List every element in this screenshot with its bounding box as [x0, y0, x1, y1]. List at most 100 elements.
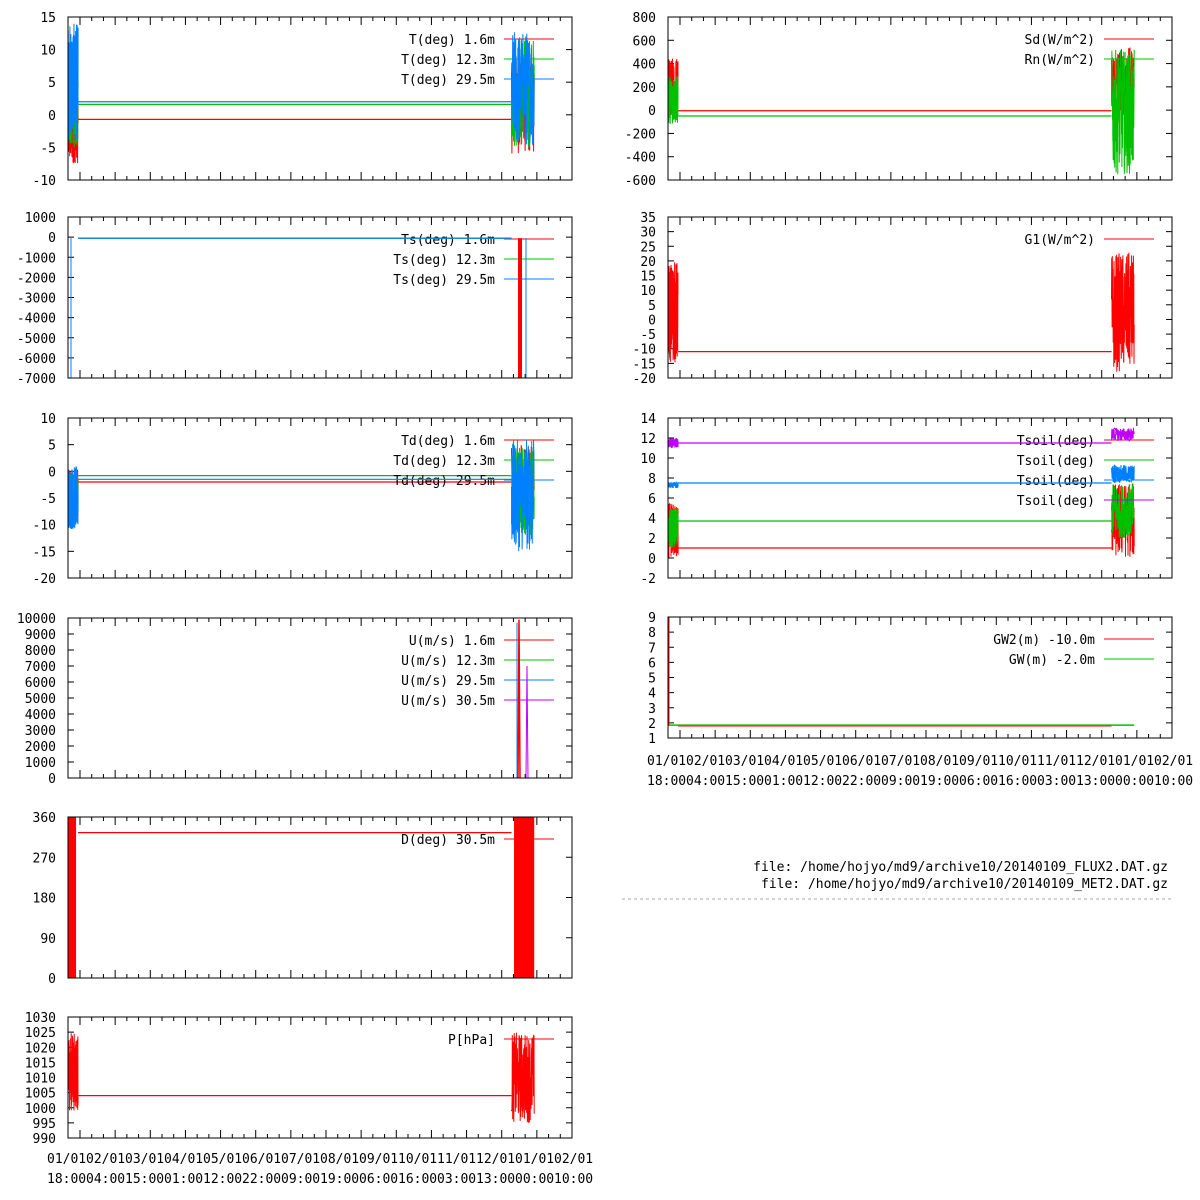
- x-tick-label-date: 11/01: [1037, 754, 1076, 769]
- y-tick-label: 7: [648, 641, 656, 656]
- y-tick-label: -2000: [17, 271, 56, 286]
- x-tick-label-date: 08/01: [320, 1152, 359, 1167]
- series-burst: [667, 262, 679, 363]
- y-tick-label: 9: [648, 611, 656, 626]
- x-tick-label-date: 02/01: [1154, 754, 1193, 769]
- plot-frame: [67, 417, 573, 579]
- y-tick-label: 5: [48, 439, 56, 454]
- y-tick-label: 2000: [25, 740, 56, 755]
- y-tick-label: 270: [33, 851, 56, 866]
- y-tick-label: 0: [48, 772, 56, 787]
- x-tick-label-date: 05/01: [803, 754, 842, 769]
- y-tick-label: -4000: [17, 312, 56, 327]
- legend-label: Td(deg) 12.3m: [393, 454, 495, 469]
- y-tick-label: 180: [33, 892, 56, 907]
- y-tick-label: -6000: [17, 352, 56, 367]
- x-tick-label-time: 00:00: [1115, 774, 1154, 789]
- x-tick-label-time: 00:00: [515, 1172, 554, 1187]
- y-tick-label: 1000: [25, 1102, 56, 1117]
- series-burst: [667, 507, 679, 548]
- legend-label: U(m/s) 30.5m: [401, 694, 495, 709]
- x-tick-label-date: 04/01: [164, 1152, 203, 1167]
- legend-label: U(m/s) 1.6m: [409, 634, 495, 649]
- legend-label: D(deg) 30.5m: [401, 833, 495, 848]
- plot-frame: [67, 816, 573, 979]
- legend-label: Ts(deg) 1.6m: [401, 233, 495, 248]
- y-tick-label: 3: [648, 702, 656, 717]
- y-tick-label: -15: [33, 545, 56, 560]
- y-tick-label: 14: [640, 412, 656, 427]
- series-burst: [1111, 465, 1135, 484]
- y-tick-label: 1030: [25, 1011, 56, 1026]
- x-tick-label-time: 13:00: [476, 1172, 515, 1187]
- series-trend: [1113, 464, 1131, 483]
- y-tick-label: 1020: [25, 1041, 56, 1056]
- legend-label: Td(deg) 29.5m: [393, 474, 495, 489]
- x-tick-label-time: 16:00: [398, 1172, 437, 1187]
- y-tick-label: 10: [640, 284, 656, 299]
- y-tick-label: -10: [33, 519, 56, 534]
- chart-T: -10 -5 0 5 10 15 T(deg) 1.6m T(deg) 12.3m T(deg)…: [33, 11, 573, 189]
- y-tick-label: 10: [40, 412, 56, 427]
- legend-label: T(deg) 29.5m: [401, 73, 495, 88]
- series-burst: [1111, 427, 1135, 442]
- y-tick-label: 0: [48, 465, 56, 480]
- y-tick-label: 7000: [25, 660, 56, 675]
- x-tick-label-date: 09/01: [959, 754, 998, 769]
- y-tick-label: 990: [33, 1132, 56, 1147]
- y-tick-label: -7000: [17, 372, 56, 387]
- y-tick-label: 1010: [25, 1072, 56, 1087]
- x-tick-label-time: 19:00: [320, 1172, 359, 1187]
- chart-Td: -20 -15 -10 -5 0 5 10 Td(deg) 1.6m Td(deg) 12.3m…: [33, 412, 573, 587]
- x-tick-label-date: 06/01: [842, 754, 881, 769]
- legend-label: Sd(W/m^2): [1025, 33, 1095, 48]
- y-tick-label: 8: [648, 472, 656, 487]
- series-burst: [1111, 252, 1135, 372]
- y-tick-label: 0: [48, 972, 56, 987]
- x-tick-label-date: 01/01: [1115, 754, 1154, 769]
- y-tick-label: -5000: [17, 332, 56, 347]
- x-tick-label-date: 03/01: [125, 1152, 164, 1167]
- y-tick-label: -5: [40, 141, 56, 156]
- x-tick-label-time: 09:00: [881, 774, 920, 789]
- x-tick-label-time: 01:00: [764, 774, 803, 789]
- legend-label: Rn(W/m^2): [1025, 53, 1095, 68]
- flux-file-label: file: /home/hojyo/md9/archive10/20140109…: [753, 860, 1168, 875]
- y-tick-label: 5000: [25, 692, 56, 707]
- legend-label: T(deg) 1.6m: [409, 33, 495, 48]
- x-tick-label-date: 01/01: [515, 1152, 554, 1167]
- x-tick-label-time: 15:00: [725, 774, 764, 789]
- x-tick-label-date: 06/01: [242, 1152, 281, 1167]
- series-burst: [67, 466, 79, 530]
- plot-frame: [67, 216, 573, 379]
- y-tick-label: 0: [648, 552, 656, 567]
- series-burst: [1111, 483, 1135, 538]
- y-tick-label: 995: [33, 1117, 56, 1132]
- legend-label: U(m/s) 12.3m: [401, 654, 495, 669]
- x-tick-label-date: 09/01: [359, 1152, 398, 1167]
- y-tick-label: 35: [640, 211, 656, 226]
- series-burst: [667, 481, 679, 489]
- y-tick-label: 2: [648, 532, 656, 547]
- y-tick-label: -1000: [17, 251, 56, 266]
- x-tick-label-time: 22:00: [242, 1172, 281, 1187]
- y-tick-label: -200: [625, 127, 656, 142]
- y-tick-label: 0: [648, 104, 656, 119]
- y-tick-label: 0: [648, 313, 656, 328]
- x-tick-label-time: 04:00: [86, 1172, 125, 1187]
- y-tick-label: 400: [633, 58, 656, 73]
- x-tick-label-time: 01:00: [164, 1172, 203, 1187]
- plot-frame: [667, 417, 1173, 579]
- x-tick-label-date: 12/01: [476, 1152, 515, 1167]
- x-tick-label-date: 01/01: [47, 1152, 86, 1167]
- y-tick-label: 360: [33, 811, 56, 826]
- x-tick-label-time: 15:00: [125, 1172, 164, 1187]
- x-tick-label-time: 03:00: [437, 1172, 476, 1187]
- y-tick-label: 1000: [25, 211, 56, 226]
- y-tick-label: 1025: [25, 1026, 56, 1041]
- series-burst: [67, 1033, 79, 1111]
- y-tick-label: 10: [40, 44, 56, 59]
